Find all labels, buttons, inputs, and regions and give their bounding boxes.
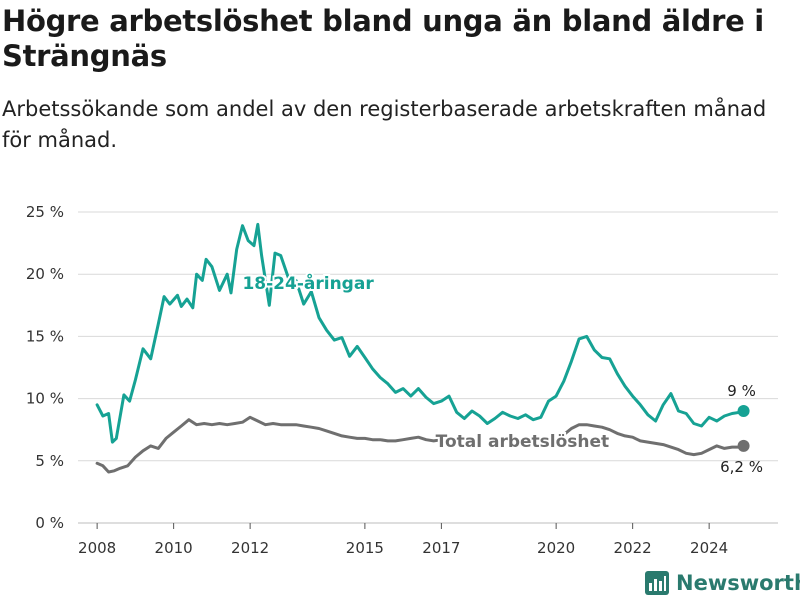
newsworthy-logo: Newsworthy	[644, 568, 800, 598]
x-tick-label: 2020	[537, 539, 575, 557]
x-tick-label: 2012	[231, 539, 269, 557]
end-value-label: 9 %	[727, 382, 756, 400]
x-tick-label: 2008	[78, 539, 116, 557]
brand-name: Newsworthy	[676, 571, 800, 595]
chart-title: Högre arbetslöshet bland unga än bland ä…	[2, 4, 764, 73]
x-axis-ticks: 2008 2010 2012 2015 2017 2020 2022 2024	[78, 523, 728, 557]
y-tick-label: 5 %	[35, 452, 64, 470]
y-tick-label: 25 %	[26, 203, 64, 221]
series-end-point-1	[737, 439, 750, 452]
x-tick-label: 2017	[422, 539, 460, 557]
y-axis-ticks: 0 % 5 % 10 % 15 % 20 % 25 %	[26, 203, 64, 532]
x-tick-label: 2015	[346, 539, 384, 557]
y-tick-label: 0 %	[35, 514, 64, 532]
gridlines	[78, 211, 778, 524]
y-tick-label: 10 %	[26, 390, 64, 408]
series-label: 18-24-åringar	[242, 272, 374, 294]
end-value-label: 6,2 %	[720, 458, 763, 476]
series-line-1	[95, 415, 443, 474]
x-tick-label: 2024	[690, 539, 728, 557]
x-tick-label: 2022	[614, 539, 652, 557]
bar-chart-icon	[645, 571, 669, 595]
chart-subtitle: Arbetssökande som andel av den registerb…	[2, 97, 767, 152]
series-line-1	[562, 423, 746, 457]
series-labels: 9 % 18-24-åringar 6,2 % Total arbetslöshet	[240, 270, 763, 476]
y-tick-label: 20 %	[26, 265, 64, 283]
series-label: Total arbetslöshet	[436, 432, 610, 452]
series-lines	[95, 222, 750, 474]
series-line-0	[95, 222, 746, 444]
x-tick-label: 2010	[155, 539, 193, 557]
series-end-point-0	[737, 405, 750, 418]
y-tick-label: 15 %	[26, 327, 64, 345]
